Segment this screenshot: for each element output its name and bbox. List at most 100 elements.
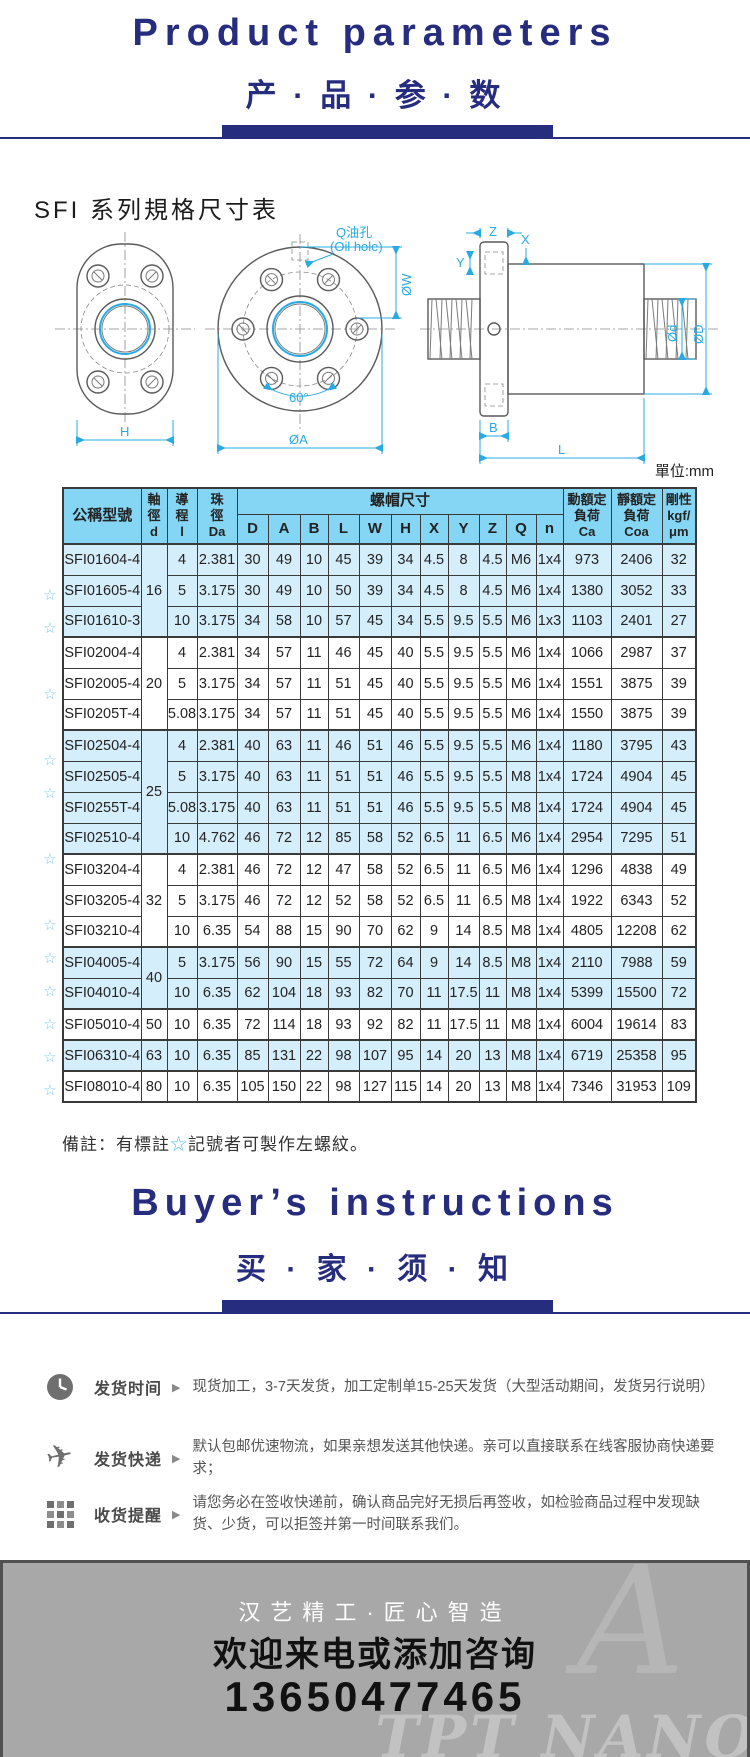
value-cell: 85 [236, 1039, 269, 1072]
value-cell: 63 [267, 760, 301, 793]
value-cell: 34 [236, 605, 269, 638]
value-cell: 49 [267, 543, 301, 576]
value-cell: 46 [390, 791, 421, 824]
value-cell: 11 [447, 822, 480, 855]
value-cell: 40 [236, 760, 269, 793]
value-cell: M6 [505, 574, 537, 607]
value-cell: M6 [505, 636, 537, 669]
value-cell: 39 [358, 543, 392, 576]
value-cell: 46 [236, 822, 269, 855]
note-star-icon: ☆ [170, 1135, 188, 1154]
value-cell: 98 [327, 1039, 360, 1072]
value-cell: 5.5 [419, 667, 449, 700]
value-cell: 8 [447, 574, 480, 607]
value-cell: 5.5 [419, 791, 449, 824]
dim-label-od: Ød [665, 325, 680, 342]
value-cell: 11 [299, 667, 329, 700]
value-cell: 39 [358, 574, 392, 607]
value-cell: 131 [267, 1039, 301, 1072]
model-cell: SFI06310-4 [62, 1039, 142, 1072]
value-cell: 25358 [610, 1039, 663, 1072]
col-header-static-load: 靜額定 負荷 Coa [610, 487, 663, 545]
value-cell: 30 [236, 574, 269, 607]
footer-watermark: TPT NANO [375, 1703, 750, 1757]
value-cell: 1x3 [535, 605, 564, 638]
value-cell: 3.175 [196, 698, 238, 731]
value-cell: 4 [166, 853, 198, 886]
col-header-nut-b: B [299, 513, 329, 545]
col-header-stiffness: 剛性 kgf/ μm [661, 487, 697, 545]
shaft-dia-cell: 40 [140, 946, 168, 1010]
value-cell: 57 [267, 636, 301, 669]
arrow-right-icon: ▶ [172, 1508, 181, 1521]
buyer-instruction-row: 收货提醒 ▶ 请您务必在签收快递前，确认商品完好无损后再签收，如检验商品过程中发现缺… [40, 1492, 722, 1537]
value-cell: 3.175 [196, 605, 238, 638]
value-cell: 10 [166, 915, 198, 948]
value-cell: 72 [358, 946, 392, 979]
value-cell: 1922 [562, 884, 612, 917]
col-header-nut-z: Z [478, 513, 507, 545]
table-row: SFI03205-4 5 3.175 46 72 12 52 58 52 6.5 11 6.5 M8 1x… [62, 884, 697, 917]
value-cell: 17.5 [447, 977, 480, 1010]
value-cell: 1x4 [535, 1070, 564, 1103]
value-cell: 1x4 [535, 729, 564, 762]
value-cell: 45 [327, 543, 360, 576]
value-cell: 1x4 [535, 1039, 564, 1072]
value-cell: 5.5 [419, 605, 449, 638]
model-cell: SFI03204-4 [62, 853, 142, 886]
value-cell: 6.5 [478, 853, 507, 886]
value-cell: 51 [358, 791, 392, 824]
dim-label-l: L [558, 442, 565, 457]
value-cell: 11 [299, 729, 329, 762]
value-cell: 20 [447, 1039, 480, 1072]
shaft-dia-cell: 80 [140, 1070, 168, 1103]
arrow-right-icon: ▶ [172, 1452, 181, 1465]
technical-drawings: H Q油孔 (Oil hole) [55, 224, 718, 464]
value-cell: 4904 [610, 791, 663, 824]
note-suffix: 記號者可製作左螺紋。 [188, 1135, 368, 1154]
model-cell: SFI0205T-4 [62, 698, 142, 731]
value-cell: 13 [478, 1039, 507, 1072]
value-cell: 46 [327, 636, 360, 669]
table-row: SFI05010-4 50 10 6.35 72 114 18 93 92 82 11 17.5 11 M… [62, 1008, 697, 1041]
value-cell: 1x4 [535, 760, 564, 793]
value-cell: 10 [166, 605, 198, 638]
value-cell: 18 [299, 977, 329, 1010]
value-cell: 2.381 [196, 853, 238, 886]
left-thread-star-icon: ☆ [43, 950, 57, 967]
col-header-nut-a: A [267, 513, 301, 545]
value-cell: 9 [419, 946, 449, 979]
value-cell: 1x4 [535, 853, 564, 886]
value-cell: 15 [299, 946, 329, 979]
value-cell: 5399 [562, 977, 612, 1010]
value-cell: 45 [661, 760, 697, 793]
value-cell: 46 [236, 853, 269, 886]
value-cell: 6.35 [196, 915, 238, 948]
value-cell: M8 [505, 915, 537, 948]
value-cell: 34 [236, 636, 269, 669]
value-cell: 2954 [562, 822, 612, 855]
left-thread-star-icon: ☆ [43, 1049, 57, 1066]
value-cell: 12 [299, 822, 329, 855]
value-cell: 72 [267, 853, 301, 886]
grid-icon [40, 1499, 80, 1529]
value-cell: 4 [166, 636, 198, 669]
value-cell: 6719 [562, 1039, 612, 1072]
value-cell: 7988 [610, 946, 663, 979]
value-cell: 19614 [610, 1008, 663, 1041]
value-cell: 40 [390, 698, 421, 731]
model-cell: SFI02510-4 [62, 822, 142, 855]
value-cell: 11 [447, 853, 480, 886]
value-cell: 9.5 [447, 667, 480, 700]
arrow-right-icon: ▶ [172, 1381, 181, 1394]
col-header-shaft-dia: 軸 徑 d [140, 487, 168, 545]
col-header-nut-h: H [390, 513, 421, 545]
value-cell: 6.35 [196, 1039, 238, 1072]
value-cell: 10 [299, 574, 329, 607]
value-cell: 5.08 [166, 698, 198, 731]
value-cell: 52 [390, 853, 421, 886]
value-cell: 92 [358, 1008, 392, 1041]
table-note: 備註：有標註☆記號者可製作左螺紋。 [62, 1130, 368, 1155]
table-row: SFI02004-4 20 4 2.381 34 57 11 46 45 40 5.5 9.5 5.5 M… [62, 636, 697, 731]
footer-contact-text: 欢迎来电或添加咨询 [213, 1636, 537, 1674]
